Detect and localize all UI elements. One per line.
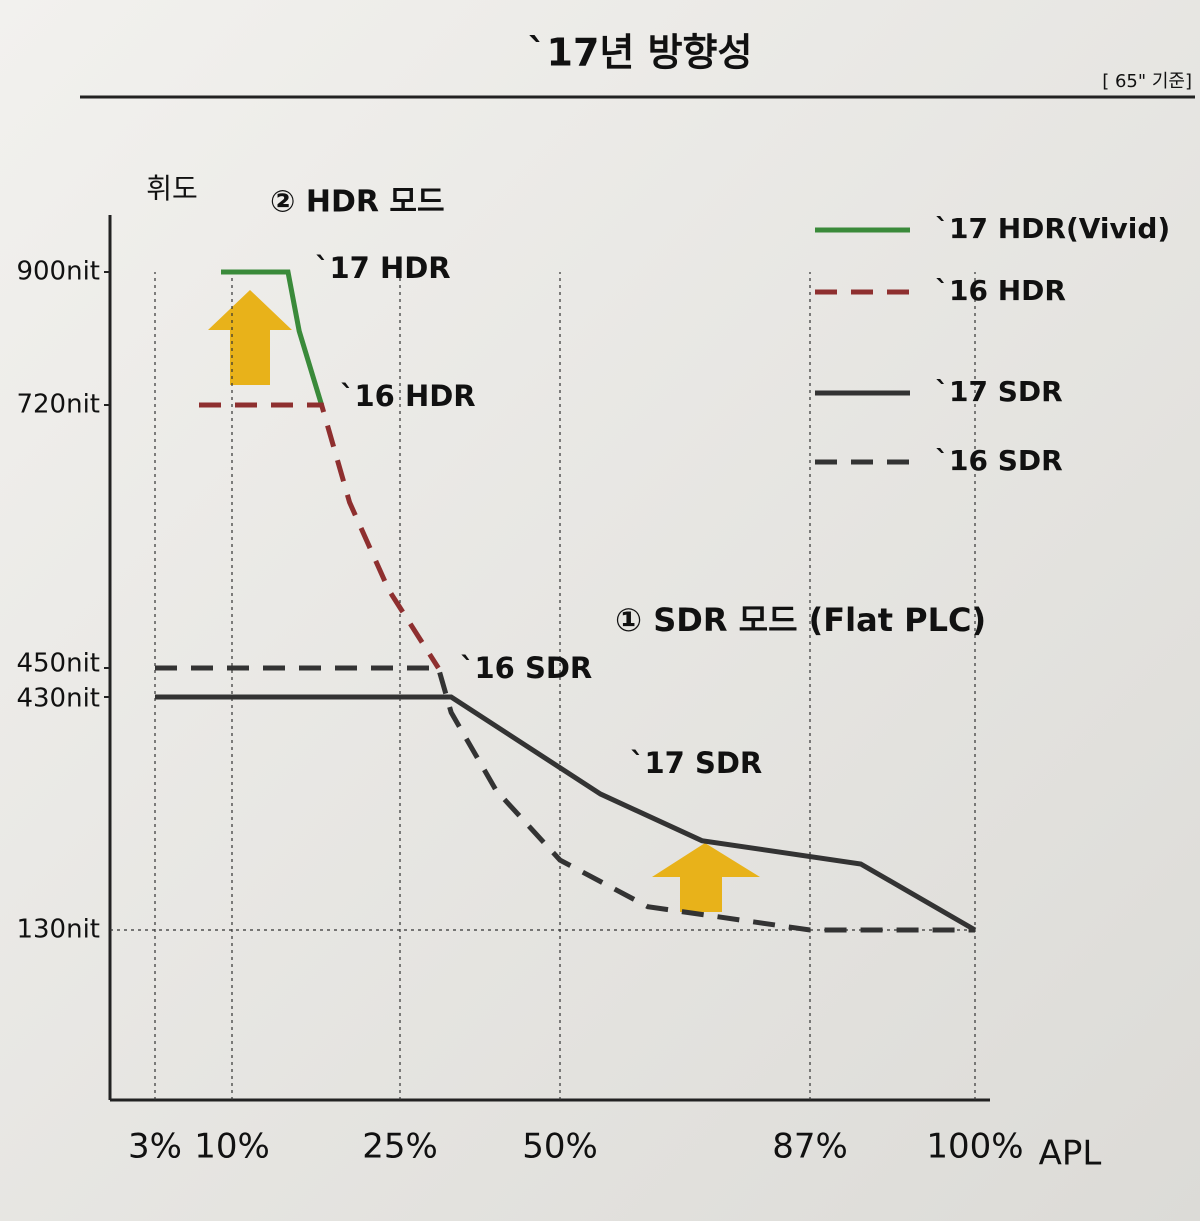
y-tick-label: 130nit: [16, 915, 100, 945]
subtitle: [ 65" 기준]: [1102, 71, 1192, 92]
x-tick-label: 50%: [522, 1127, 598, 1167]
legend-label: `16 HDR: [935, 274, 1066, 307]
series-line: [221, 269, 324, 406]
chart-title: `17년 방향성: [528, 31, 753, 75]
up-arrow: [208, 290, 292, 385]
annotation: `17 HDR: [315, 251, 451, 285]
arrow-shape: [652, 843, 760, 912]
annotation: `16 HDR: [340, 379, 476, 413]
series-line: [199, 402, 441, 670]
legend-label: `17 HDR(Vivid): [935, 212, 1170, 245]
legend: `17 HDR(Vivid) `16 HDR `17 SDR `16 SDR: [815, 212, 1170, 477]
y-axis-label: 휘도: [146, 172, 198, 205]
x-tick-label: 3%: [128, 1127, 182, 1167]
y-tick-label: 720nit: [16, 390, 100, 420]
x-tick-label: 87%: [772, 1127, 848, 1167]
y-tick-label: 450nit: [16, 649, 100, 679]
x-tick-label: 25%: [362, 1127, 438, 1167]
x-axis-label: APL: [1039, 1134, 1102, 1174]
x-tick-label: 100%: [926, 1127, 1023, 1167]
y-tick-label: 430nit: [16, 684, 100, 714]
annotation: ① SDR 모드 (Flat PLC): [615, 601, 986, 639]
legend-label: `17 SDR: [935, 375, 1063, 408]
series-line: [155, 665, 975, 933]
legend-label: `16 SDR: [935, 444, 1063, 477]
x-tick-label: 10%: [194, 1127, 270, 1167]
annotation: `17 SDR: [630, 746, 762, 780]
arrow-shape: [208, 290, 292, 385]
y-tick-label: 900nit: [16, 257, 100, 287]
series-line: [155, 694, 977, 933]
annotation: ② HDR 모드: [270, 185, 445, 220]
up-arrow: [652, 843, 760, 912]
annotation: `16 SDR: [460, 651, 592, 685]
